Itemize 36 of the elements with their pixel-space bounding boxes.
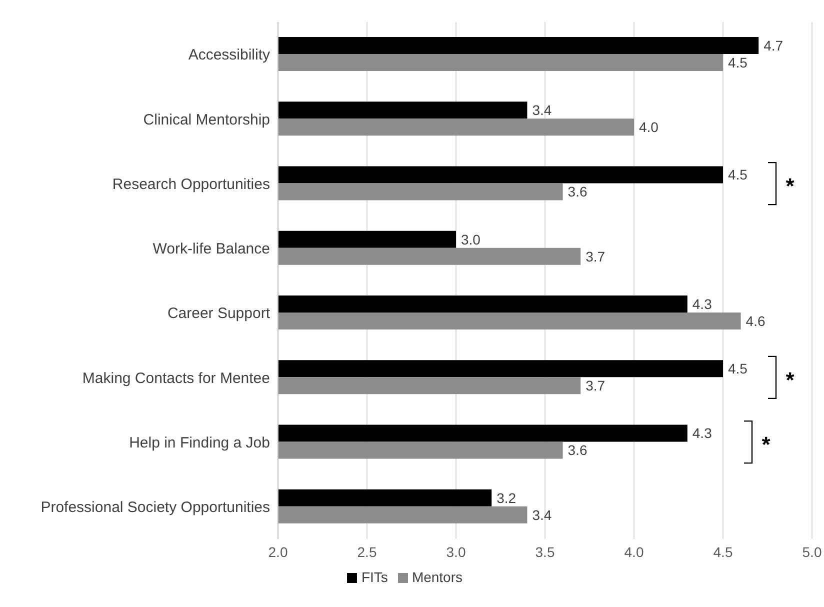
legend-label: Mentors (412, 569, 463, 585)
y-tick-label: Career Support (167, 305, 271, 322)
y-tick-label: Work-life Balance (152, 240, 270, 258)
data-label: 4.0 (639, 119, 659, 136)
data-label: 3.4 (532, 102, 552, 118)
y-tick-label: Professional Society Opportunities (40, 499, 270, 516)
data-label: 3.6 (568, 442, 588, 458)
x-tick-label: 2.5 (357, 544, 377, 560)
data-label: 4.7 (764, 37, 784, 54)
data-label: 4.5 (728, 166, 748, 183)
x-tick-label: 4.5 (713, 544, 733, 560)
data-label: 4.3 (692, 296, 712, 312)
y-tick-label: Making Contacts for Mentee (82, 370, 270, 387)
x-tick-label: 5.0 (802, 544, 822, 560)
annotation: * (762, 432, 771, 458)
data-label: 4.5 (728, 360, 748, 377)
y-tick-label: Research Opportunities (112, 176, 270, 193)
y-tick-label: Help in Finding a Job (129, 434, 270, 452)
data-label: 4.5 (728, 54, 748, 70)
annotation: * (786, 367, 795, 392)
data-label: 4.6 (746, 312, 766, 329)
data-label: 3.7 (586, 378, 606, 394)
x-tick-label: 3.5 (535, 544, 555, 560)
annotation: * (786, 174, 795, 199)
legend-label: FITs (361, 569, 388, 585)
data-label: 3.2 (496, 490, 516, 506)
y-tick-label: Accessibility (188, 46, 270, 64)
x-tick-label: 2.0 (268, 544, 288, 560)
data-label: 3.7 (586, 248, 606, 264)
x-tick-label: 4.0 (624, 544, 644, 560)
data-label: 3.4 (532, 506, 552, 523)
data-label: 3.0 (461, 231, 481, 248)
data-label: 4.3 (692, 425, 712, 442)
x-tick-label: 3.0 (446, 544, 466, 560)
data-label: 3.6 (568, 184, 588, 200)
y-tick-label: Clinical Mentorship (143, 111, 270, 128)
